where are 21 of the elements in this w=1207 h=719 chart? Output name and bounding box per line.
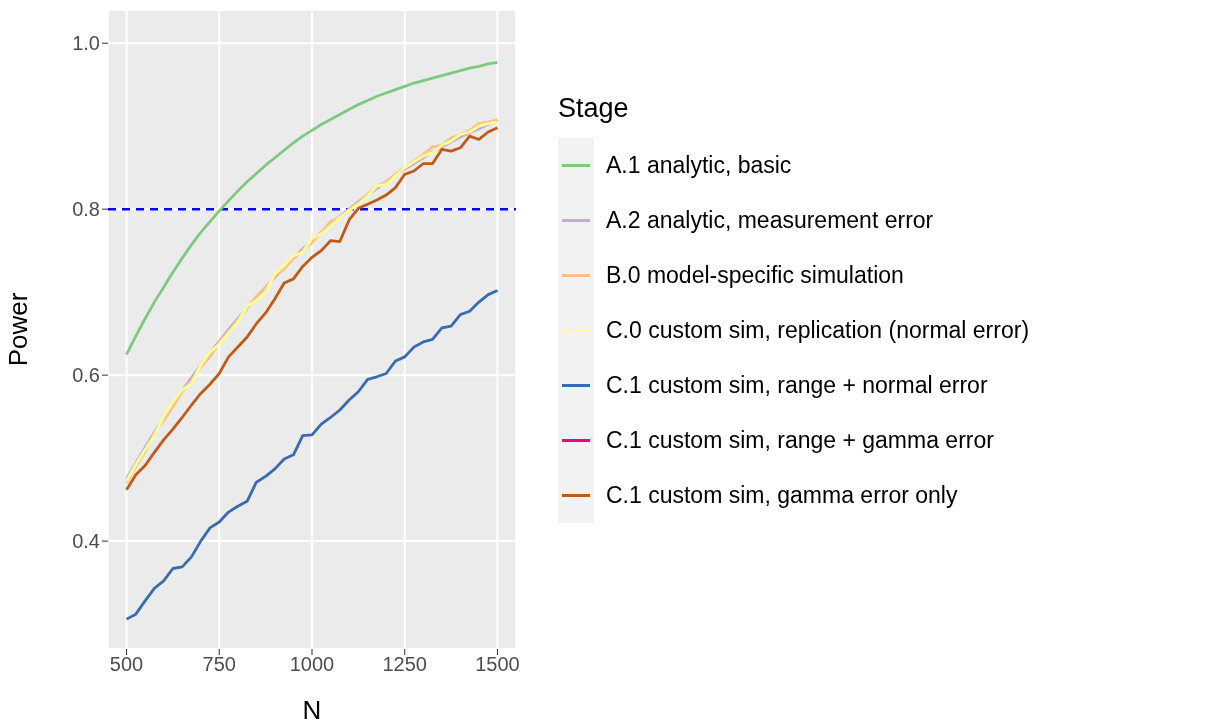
x-tick-label: 500 xyxy=(109,653,144,676)
legend-label: A.1 analytic, basic xyxy=(606,152,792,179)
x-tick-label: 1000 xyxy=(289,653,335,676)
line-series xyxy=(125,289,499,621)
y-tick-label: 0.4 xyxy=(72,530,100,553)
y-tick-label: 1.0 xyxy=(72,32,100,55)
x-axis-title: N xyxy=(302,695,322,719)
line-series xyxy=(125,60,499,356)
legend-title: Stage xyxy=(558,93,630,124)
y-axis-title: Power xyxy=(3,292,34,367)
legend-label: C.0 custom sim, replication (normal error) xyxy=(606,317,1030,344)
y-tick-label: 0.8 xyxy=(72,198,100,221)
y-tick-label: 0.6 xyxy=(72,364,100,387)
legend-label: C.1 custom sim, range + normal error xyxy=(606,372,988,399)
legend-label: C.1 custom sim, range + gamma error xyxy=(606,427,994,454)
legend-label: A.2 analytic, measurement error xyxy=(606,207,934,234)
x-tick-label: 750 xyxy=(202,653,236,676)
x-tick-label: 1250 xyxy=(382,653,427,676)
legend-label: C.1 custom sim, gamma error only xyxy=(606,482,958,509)
legend-label: B.0 model-specific simulation xyxy=(606,262,904,289)
x-tick-label: 1500 xyxy=(475,653,520,676)
